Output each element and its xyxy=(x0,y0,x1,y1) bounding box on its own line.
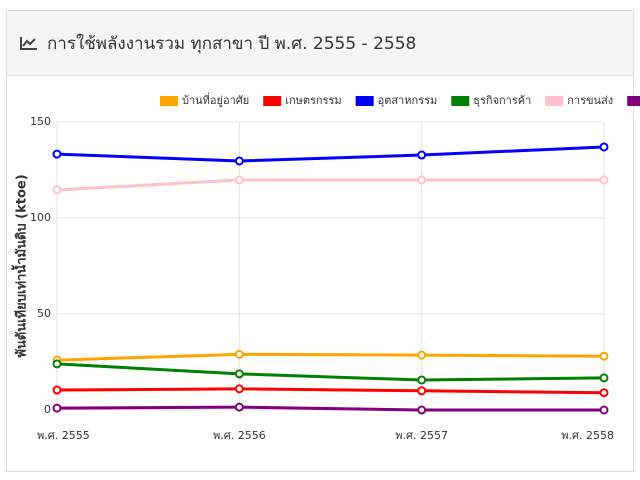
data-point xyxy=(52,359,62,369)
data-point xyxy=(52,403,62,413)
data-point xyxy=(599,373,609,383)
panel: การใช้พลังงานรวม ทุกสาขา ปี พ.ศ. 2555 - … xyxy=(6,10,634,472)
data-point xyxy=(417,150,427,160)
data-point xyxy=(52,385,62,395)
data-point xyxy=(234,402,244,412)
legend-label: ธุรกิจการค้า xyxy=(473,94,531,107)
data-point xyxy=(417,350,427,360)
y-tick-label: 100 xyxy=(30,211,51,224)
data-point xyxy=(599,142,609,152)
series-line xyxy=(56,387,605,395)
series-line xyxy=(56,405,604,412)
legend-swatch xyxy=(627,96,640,106)
data-point xyxy=(52,185,62,195)
legend-swatch xyxy=(545,96,564,106)
data-point xyxy=(417,405,427,415)
legend-label: บ้านที่อยู่อาศัย xyxy=(182,92,249,107)
x-tick-label: พ.ศ. 2555 xyxy=(37,429,90,442)
x-tick-label: พ.ศ. 2556 xyxy=(213,429,266,442)
data-point xyxy=(234,175,244,185)
y-tick-label: 50 xyxy=(37,307,51,320)
data-point xyxy=(234,384,244,394)
data-point xyxy=(234,369,244,379)
legend-label: เกษตรกรรม xyxy=(285,94,341,107)
data-point xyxy=(52,149,62,159)
series-line xyxy=(56,362,605,382)
legend-label: อุตสาหกรรม xyxy=(378,94,438,107)
legend-swatch xyxy=(451,96,470,106)
series-line xyxy=(56,352,605,362)
legend-swatch xyxy=(355,96,374,106)
data-point xyxy=(599,405,609,415)
legend-label: การขนส่ง xyxy=(567,94,613,107)
data-point xyxy=(599,351,609,361)
chart-title: การใช้พลังงานรวม ทุกสาขา ปี พ.ศ. 2555 - … xyxy=(47,33,417,54)
y-tick-label: 150 xyxy=(30,115,51,128)
legend-swatch xyxy=(263,96,282,106)
legend-swatch xyxy=(160,96,178,106)
chart-icon xyxy=(20,37,37,50)
data-point xyxy=(234,349,244,359)
data-point xyxy=(234,156,244,166)
data-point xyxy=(599,388,609,398)
series-line xyxy=(56,178,604,192)
data-point xyxy=(417,375,427,385)
series-line xyxy=(56,145,605,163)
y-tick-label: 0 xyxy=(44,403,51,416)
data-point xyxy=(417,175,427,185)
x-tick-label: พ.ศ. 2558 xyxy=(561,429,614,442)
y-axis-label: พันตันเทียบเท่าน้ำมันดิบ (ktoe) xyxy=(11,174,30,357)
panel-header: การใช้พลังงานรวม ทุกสาขา ปี พ.ศ. 2555 - … xyxy=(7,11,633,76)
data-point xyxy=(599,175,609,185)
data-point xyxy=(417,386,427,396)
x-tick-label: พ.ศ. 2557 xyxy=(395,429,448,442)
